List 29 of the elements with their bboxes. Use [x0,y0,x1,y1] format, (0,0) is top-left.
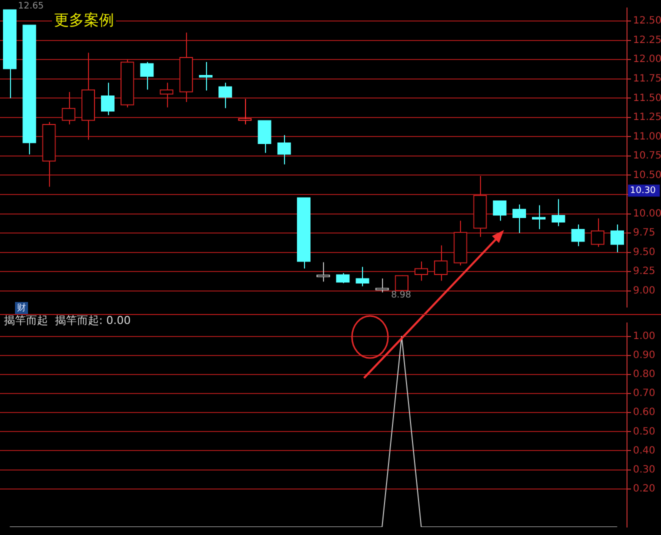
y-tick-label: 0.30 [633,464,656,476]
y-tick-label: 0.80 [633,369,656,380]
y-tick-label: 0.40 [633,445,656,456]
annotation: 更多案例 [54,10,114,29]
y-tick-label: 10.00 [633,208,661,220]
y-tick-label: 11.25 [633,112,661,124]
chart-title: 揭竿而起 揭竿而起: 0.00 [4,314,131,327]
annotation: 12.65 [18,1,44,12]
y-tick-label: 11.50 [633,92,661,104]
annotation: 8.98 [391,290,412,301]
y-tick-label: 12.25 [633,34,661,46]
y-tick-label: 9.50 [633,246,656,258]
y-tick-label: 0.20 [633,483,656,494]
y-tick-label: 9.00 [633,285,656,296]
y-tick-label: 11.00 [633,131,661,142]
y-tick-label: 12.50 [633,16,661,27]
y-tick-label: 10.75 [633,150,661,162]
y-tick-label: 0.50 [633,426,656,438]
y-tick-label: 0.60 [633,407,656,418]
y-tick-label: 0.90 [633,350,656,362]
annotation: 10.30 [630,186,656,196]
annotation: 财 [17,302,26,314]
y-tick-label: 9.25 [633,266,656,278]
y-tick-label: 9.75 [633,228,656,239]
y-tick-label: 0.70 [633,388,656,400]
y-tick-label: 10.50 [633,170,661,181]
y-tick-label: 12.00 [633,54,661,66]
y-tick-label: 1.00 [633,330,656,342]
y-tick-label: 11.75 [633,73,661,84]
